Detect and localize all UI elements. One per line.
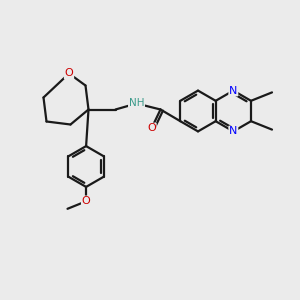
Text: O: O [64,68,74,79]
Text: N: N [229,126,238,136]
Text: N: N [229,85,238,96]
Text: NH: NH [129,98,144,109]
Text: O: O [147,123,156,134]
Text: O: O [82,196,91,206]
